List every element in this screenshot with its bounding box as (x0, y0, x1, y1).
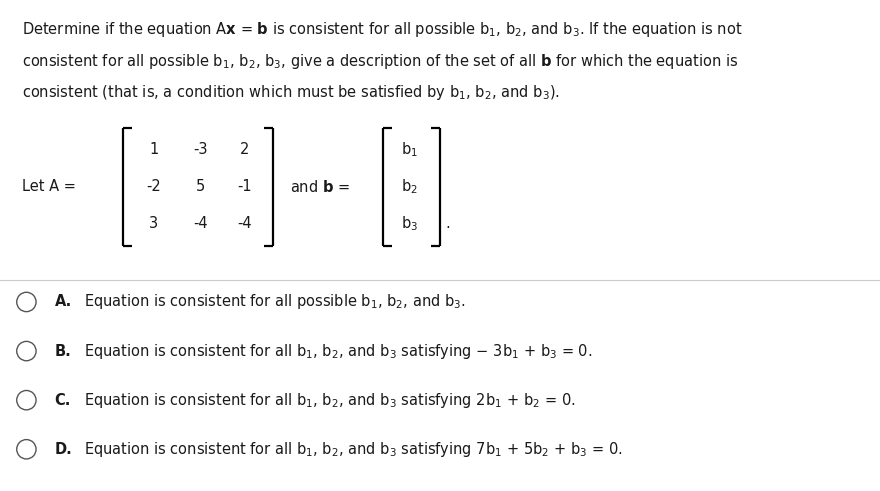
Text: 1: 1 (150, 142, 158, 157)
Text: Equation is consistent for all b$_1$, b$_2$, and b$_3$ satisfying 7b$_1$ + 5b$_2: Equation is consistent for all b$_1$, b$… (84, 440, 622, 459)
Text: C.: C. (55, 393, 71, 408)
Text: B.: B. (55, 344, 71, 358)
Text: -2: -2 (147, 179, 161, 194)
Text: consistent (that is, a condition which must be satisfied by b$_1$, b$_2$, and b$: consistent (that is, a condition which m… (22, 83, 560, 103)
Text: b$_1$: b$_1$ (400, 140, 418, 159)
Text: and $\mathbf{b}$ =: and $\mathbf{b}$ = (290, 179, 352, 194)
Text: consistent for all possible b$_1$, b$_2$, b$_3$, give a description of the set o: consistent for all possible b$_1$, b$_2$… (22, 52, 738, 71)
Text: Determine if the equation A$\mathbf{x}$ = $\mathbf{b}$ is consistent for all pos: Determine if the equation A$\mathbf{x}$ … (22, 20, 743, 39)
Text: Equation is consistent for all possible b$_1$, b$_2$, and b$_3$.: Equation is consistent for all possible … (84, 293, 466, 311)
Text: 3: 3 (150, 216, 158, 231)
Text: -4: -4 (194, 216, 208, 231)
Text: Equation is consistent for all b$_1$, b$_2$, and b$_3$ satisfying − 3b$_1$ + b$_: Equation is consistent for all b$_1$, b$… (84, 342, 592, 360)
Text: 5: 5 (196, 179, 205, 194)
Text: .: . (445, 216, 450, 231)
Text: Let A =: Let A = (22, 179, 80, 194)
Text: -4: -4 (238, 216, 252, 231)
Text: -1: -1 (238, 179, 252, 194)
Text: -3: -3 (194, 142, 208, 157)
Text: b$_3$: b$_3$ (400, 214, 418, 233)
Text: Equation is consistent for all b$_1$, b$_2$, and b$_3$ satisfying 2b$_1$ + b$_2$: Equation is consistent for all b$_1$, b$… (84, 391, 576, 409)
Text: b$_2$: b$_2$ (400, 177, 418, 196)
Text: A.: A. (55, 295, 72, 309)
Text: 2: 2 (240, 142, 249, 157)
Text: D.: D. (55, 442, 72, 457)
